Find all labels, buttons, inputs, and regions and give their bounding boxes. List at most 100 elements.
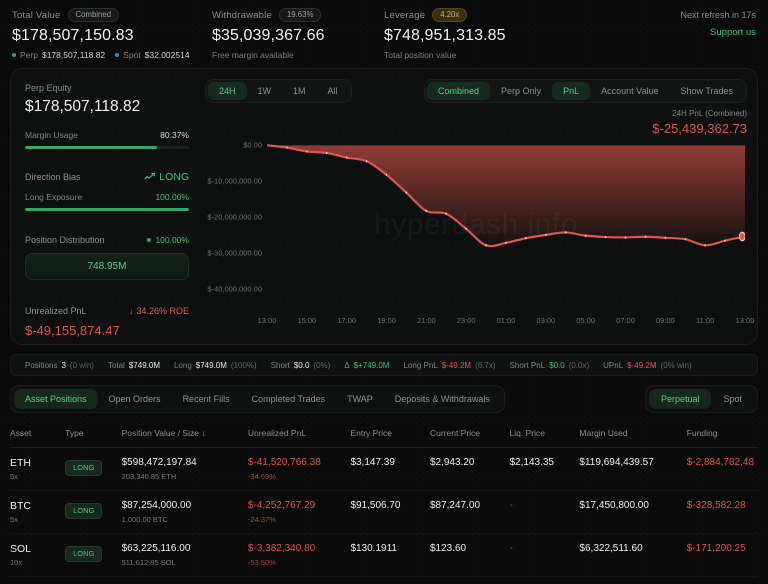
position-value: $598,472,197.84 bbox=[121, 457, 197, 468]
cell-funding: $-171,200.25 bbox=[686, 533, 758, 577]
margin-usage-label: Margin Usage bbox=[25, 130, 78, 140]
chart-point bbox=[545, 233, 547, 237]
strip-stat--: Δ $+749.0M bbox=[344, 361, 389, 370]
tab-twap[interactable]: TWAP bbox=[347, 394, 373, 404]
x-axis-tick-label: 03:00 bbox=[536, 316, 556, 325]
equity-stats-column: Perp Equity $178,507,118.82 Margin Usage… bbox=[11, 69, 201, 344]
table-row[interactable]: SOL 10x LONG $63,225,116.00 511,612.85 SOL $-… bbox=[10, 533, 758, 577]
chart-point bbox=[465, 227, 467, 231]
th-funding[interactable]: Funding bbox=[686, 419, 758, 448]
table-tabs[interactable]: Asset Positions Open Orders Recent Fills Co… bbox=[10, 385, 505, 413]
distribution-amount-box[interactable]: 748.95M bbox=[25, 253, 189, 280]
chart-point bbox=[684, 238, 687, 241]
tab-asset-positions[interactable]: Asset Positions bbox=[14, 389, 98, 409]
summary-value: $748,951,313.85 bbox=[384, 27, 506, 44]
chart-axes: $0.00 $-10,000,000.00 $-20,000,000.00 $-30,… bbox=[207, 140, 745, 303]
position-size: 1,000.00 BTC bbox=[121, 515, 168, 524]
cell-entry: $3,147.39 bbox=[350, 447, 430, 491]
spot-value: $32.002514 bbox=[144, 50, 190, 60]
spot-dot-icon bbox=[115, 53, 120, 57]
cell-upnl: $-4,252,767.29 -24.37% bbox=[247, 490, 351, 534]
cell-liq: - bbox=[509, 533, 580, 577]
x-axis-tick-label: 11:00 bbox=[696, 316, 715, 325]
perp-equity-label: Perp Equity bbox=[25, 83, 72, 93]
chart-point bbox=[385, 173, 388, 176]
th-margin-used[interactable]: Margin Used bbox=[579, 419, 687, 448]
th-asset[interactable]: Asset bbox=[10, 419, 66, 448]
perp-equity-value: $178,507,118.82 bbox=[25, 98, 141, 115]
overview-panel: Perp Equity $178,507,118.82 Margin Usage… bbox=[10, 68, 758, 345]
time-range-selector[interactable]: 24H 1W 1M All bbox=[205, 79, 352, 103]
summary-badge: 4.20x bbox=[432, 8, 468, 22]
strip-label: Total bbox=[107, 360, 125, 370]
range-option-1m[interactable]: 1M bbox=[293, 86, 306, 96]
th-unrealized-pnl[interactable]: Unrealized PnL bbox=[247, 419, 351, 448]
chart-point bbox=[525, 236, 527, 240]
market-type-toggle[interactable]: Perpetual Spot bbox=[644, 385, 758, 413]
strip-value: $-49.2M bbox=[441, 360, 472, 370]
summary-badge: Combined bbox=[67, 8, 120, 22]
table-row[interactable]: ETH 5x LONG $598,472,197.84 203,340.85 ETH $-… bbox=[10, 447, 758, 491]
pnl-chart-plot: hyperdash.info $0.00$-10,000,000.00$-20,… bbox=[205, 140, 754, 325]
market-toggle-spot[interactable]: Spot bbox=[723, 394, 742, 404]
strip-meta: (0%) bbox=[313, 360, 331, 370]
strip-value: $0.0 bbox=[549, 360, 565, 370]
th-current-price[interactable]: Current Price bbox=[429, 419, 510, 448]
chart-point bbox=[286, 146, 288, 149]
cell-current: $2,943.20 bbox=[429, 447, 510, 491]
th-entry-price[interactable]: Entry Price bbox=[350, 419, 430, 448]
direction-bias-row: Direction Bias LONG bbox=[25, 171, 189, 183]
tab-completed-trades[interactable]: Completed Trades bbox=[251, 394, 326, 404]
strip-meta: (100%) bbox=[230, 360, 257, 370]
cell-liq: - bbox=[509, 490, 580, 534]
market-toggle-perpetual[interactable]: Perpetual bbox=[648, 389, 712, 409]
chart-point bbox=[564, 231, 567, 234]
th-position-value[interactable]: Position Value / Size ↓ bbox=[121, 419, 248, 448]
th-liq-price[interactable]: Liq. Price bbox=[509, 419, 580, 448]
cell-type: LONG bbox=[65, 490, 122, 534]
tab-open-orders[interactable]: Open Orders bbox=[108, 394, 161, 404]
chart-point bbox=[584, 234, 587, 237]
strip-label: Long PnL bbox=[403, 360, 438, 370]
table-row[interactable]: BTC 5x LONG $87,254,000.00 1,000.00 BTC $-4,2… bbox=[10, 490, 758, 534]
view-option-combined[interactable]: Combined bbox=[427, 82, 491, 100]
support-us-link[interactable]: Support us bbox=[710, 27, 756, 38]
margin-used: $6,322,511.60 bbox=[579, 543, 643, 554]
strip-value: $749.0M bbox=[195, 360, 227, 370]
range-option-all[interactable]: All bbox=[327, 86, 338, 96]
cell-asset: ETH 5x bbox=[10, 447, 66, 491]
margin-usage-row: Margin Usage 80.37% bbox=[25, 130, 189, 140]
perp-value: $178,507,118.82 bbox=[41, 50, 106, 60]
view-option-perp-only[interactable]: Perp Only bbox=[501, 86, 542, 96]
x-axis-tick-label: 01:00 bbox=[496, 316, 516, 325]
direction-bias-value: LONG bbox=[159, 171, 189, 183]
view-option-account-value[interactable]: Account Value bbox=[601, 86, 659, 96]
pnl-chart-area: 24H 1W 1M All Combined Perp Only PnL Account V… bbox=[201, 69, 757, 344]
tab-deposits-withdrawals[interactable]: Deposits & Withdrawals bbox=[394, 394, 490, 404]
unrealized-pnl: $-41,520,766.38 bbox=[247, 457, 321, 468]
tab-recent-fills[interactable]: Recent Fills bbox=[182, 394, 230, 404]
range-option-24h[interactable]: 24H bbox=[208, 82, 247, 100]
unrealized-pnl-label: Unrealized PnL bbox=[25, 306, 87, 316]
cell-liq: $2,143.35 bbox=[509, 447, 580, 491]
range-option-1w[interactable]: 1W bbox=[257, 86, 272, 96]
th-type[interactable]: Type bbox=[65, 419, 122, 448]
liq-price: - bbox=[509, 500, 513, 511]
chart-point bbox=[604, 235, 607, 239]
roe-value-group: ↓ 34.26% ROE bbox=[129, 306, 189, 316]
pnl-line-chart bbox=[267, 140, 745, 303]
x-axis-tick-label: 13:00 bbox=[735, 316, 755, 325]
cell-type: LONG bbox=[65, 447, 122, 491]
asset-symbol: BTC bbox=[10, 500, 31, 512]
position-distribution-row: Position Distribution 100.00% bbox=[25, 235, 189, 245]
chart-view-selector[interactable]: Combined Perp Only PnL Account Value Show Tr… bbox=[424, 79, 747, 103]
view-option-pnl[interactable]: PnL bbox=[552, 82, 591, 100]
view-option-show-trades[interactable]: Show Trades bbox=[680, 86, 733, 96]
perp-label: Perp bbox=[20, 50, 38, 60]
strip-label: UPnL bbox=[603, 360, 624, 370]
entry-price: $91,506.70 bbox=[350, 500, 401, 511]
pnl-headline: 24H PnL (Combined) $-25,439,362.73 bbox=[205, 109, 747, 136]
liq-price: $2,143.35 bbox=[509, 457, 555, 468]
chart-point bbox=[445, 212, 448, 215]
roe-value: 34.26% ROE bbox=[136, 306, 189, 316]
